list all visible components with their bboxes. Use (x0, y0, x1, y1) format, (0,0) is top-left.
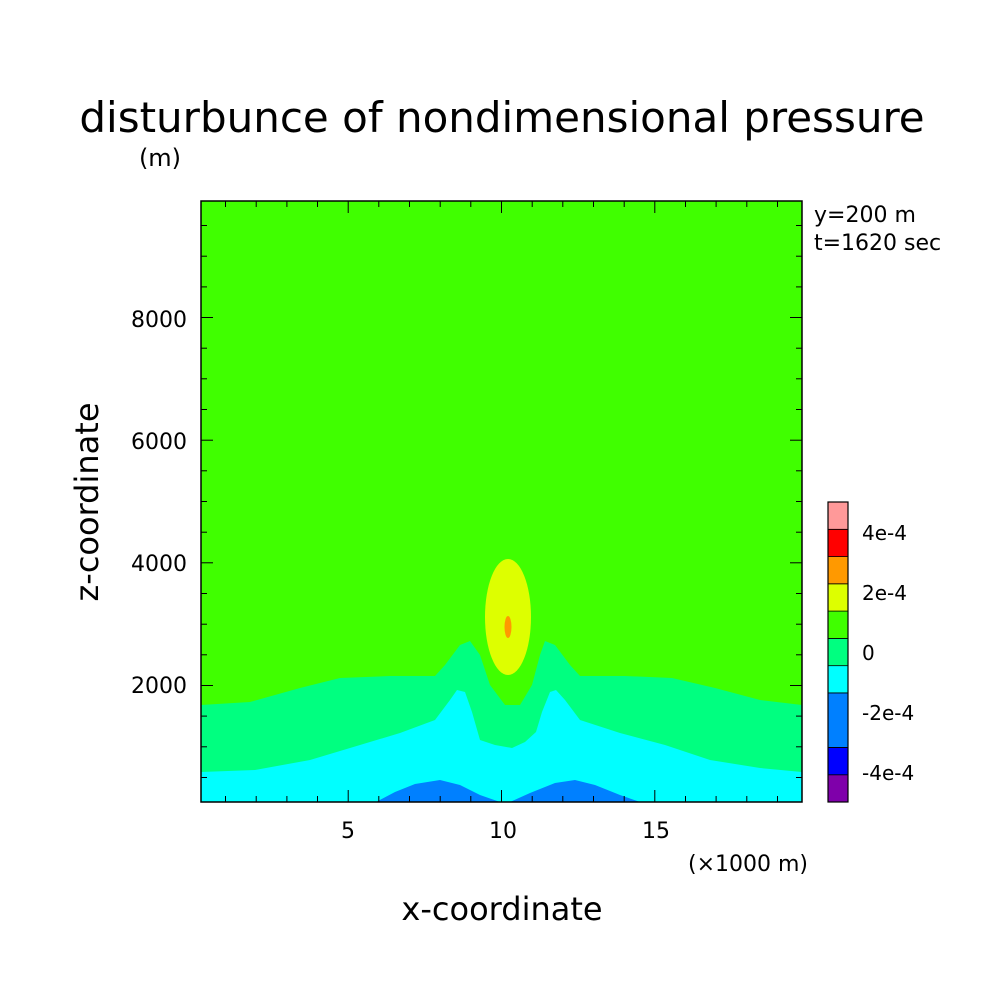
contour-surface-band (201, 690, 802, 802)
colorbar: 4e-4 2e-4 0 -2e-4 -4e-4 (827, 501, 914, 803)
y-tick-label-6000: 6000 (131, 430, 187, 455)
axis-ticks (201, 201, 802, 802)
colorbar-cells (827, 501, 849, 803)
colorbar-cell (827, 501, 849, 530)
colorbar-label-neg-2e-4: -2e-4 (862, 701, 914, 725)
chart-title: disturbunce of nondimensional pressure (79, 93, 924, 142)
colorbar-label-neg-4e-4: -4e-4 (862, 761, 914, 785)
colorbar-label-2e-4: 2e-4 (862, 581, 907, 605)
colorbar-cell (827, 528, 849, 557)
contour-central-core (504, 616, 512, 638)
x-axis-label: x-coordinate (401, 890, 602, 928)
colorbar-cell (827, 638, 849, 667)
colorbar-cell (827, 747, 849, 776)
y-tick-label-2000: 2000 (131, 674, 187, 699)
x-tick-label-15: 15 (642, 819, 670, 844)
x-tick-label-10: 10 (489, 819, 517, 844)
annotation-t: t=1620 sec (814, 231, 941, 256)
annotation-y: y=200 m (814, 203, 916, 228)
units-label: (m) (139, 144, 181, 172)
colorbar-cell (827, 665, 849, 694)
colorbar-cell (827, 583, 849, 612)
colorbar-label-4e-4: 4e-4 (862, 521, 907, 545)
y-tick-label-4000: 4000 (131, 552, 187, 577)
colorbar-cell (827, 556, 849, 585)
colorbar-frame (827, 501, 849, 803)
plot-area (200, 200, 803, 803)
contour-surface-minima (376, 780, 640, 802)
colorbar-cell (827, 774, 849, 803)
x-tick-label-5: 5 (341, 819, 355, 844)
y-axis-label: z-coordinate (68, 402, 106, 601)
colorbar-cell (827, 692, 849, 748)
colorbar-cell (827, 610, 849, 639)
x-unit-label: (×1000 m) (688, 852, 808, 877)
colorbar-label-0: 0 (862, 641, 875, 665)
y-tick-label-8000: 8000 (131, 308, 187, 333)
